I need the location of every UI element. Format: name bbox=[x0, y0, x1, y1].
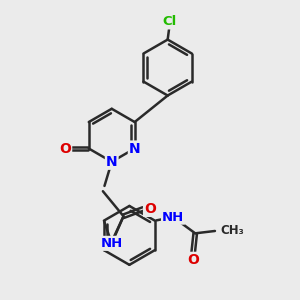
Text: NH: NH bbox=[162, 211, 184, 224]
Text: N: N bbox=[129, 142, 140, 155]
Text: NH: NH bbox=[100, 237, 123, 250]
Text: O: O bbox=[59, 142, 71, 155]
Text: CH₃: CH₃ bbox=[220, 224, 244, 238]
Text: O: O bbox=[144, 202, 156, 216]
Text: Cl: Cl bbox=[162, 15, 176, 28]
Text: O: O bbox=[187, 253, 199, 267]
Text: N: N bbox=[106, 155, 118, 169]
